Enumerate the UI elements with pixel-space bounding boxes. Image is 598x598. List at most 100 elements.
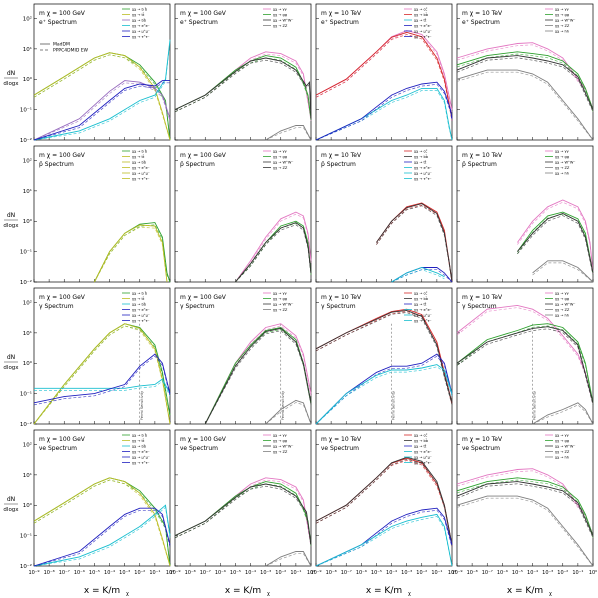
series-line [315,31,453,119]
series-line [33,39,171,141]
legend-entry: χχ → gg [555,439,569,443]
legend-entry: χχ → e⁺e⁻ [414,308,432,312]
series-line [315,309,453,403]
y-axis-label-denominator: dlogx [3,507,19,513]
legend-entry: χχ → bb̄ [414,296,429,301]
y-axis-label-numerator: dN [7,212,15,219]
series-line [456,477,594,536]
series-line-dashed [532,262,594,283]
series-line-dashed [265,402,312,425]
legend-entry: χχ → b b̄ [132,291,148,296]
legend-entry: χχ → μ⁺μ⁻ [132,172,150,176]
legend-entry: χχ → τ⁺τ⁻ [414,177,432,181]
x-tick-label: 10⁻⁷ [482,570,493,576]
panel-spectrum-label: νe Spectrum [39,445,77,452]
panel-r2-c2: Fermi Sensitivity m χ = 10 TeV γ Spectrum χ… [315,287,453,425]
x-axis-label-subscript: χ [126,591,129,597]
legend-entry: χχ → e⁺e⁻ [414,24,432,28]
series-line-dashed [456,483,594,538]
y-tick-label: 10¹ [23,188,32,195]
legend-entry: χχ → cc̄ [414,434,428,438]
panel-r0-c0: 10⁻² 10⁻¹ 10⁰ 10¹ 10² m χ = 100 GeV e⁺ Spectru… [20,3,171,144]
x-tick-label: 10⁰ [166,570,174,576]
legend-entry: χχ → ZZ [555,450,570,454]
x-tick-label: 10⁻⁹ [169,570,180,576]
y-tick-label: 10² [23,299,32,306]
y-axis-label-numerator: dN [7,496,15,503]
series-line-dashed [456,497,594,567]
series-line-dashed [235,213,312,283]
series-line-dashed [456,307,594,405]
panel-r3-c2: 10⁻⁹ 10⁻⁸ 10⁻⁷ 10⁻⁶ 10⁻⁵ 10⁻⁴ 10⁻³ 10⁻² 10⁻¹ 10⁰ m… [310,429,456,576]
series-line [456,51,594,110]
series-line-dashed [391,269,453,283]
legend-entry: χχ → gg [273,297,287,301]
panel-mass-label: m χ = 10 TeV [321,294,362,301]
y-axis-label-numerator: dN [7,354,15,361]
legend-entry: χχ → W⁺W⁻ [273,161,293,165]
x-axis-label: x = K/m [84,586,120,596]
x-tick-label: 10⁻³ [260,570,271,576]
legend-entry: χχ → τ⁺τ⁻ [132,319,150,323]
y-axis-label-numerator: dN [7,70,15,77]
series-line [174,55,312,119]
x-tick-label: 10⁻⁴ [527,570,538,576]
legend-entry: χχ → μ⁺μ⁻ [132,30,150,34]
series-line-dashed [315,459,453,547]
series-line-dashed [456,328,594,405]
legend-entry: χχ → tt̄ [414,18,427,23]
legend-entry: χχ → e⁺e⁻ [414,450,432,454]
legend-entry: χχ → ZZ [555,24,570,28]
series-line-dashed [315,312,453,405]
series-line [376,203,453,283]
x-axis-label: x = K/m [225,586,261,596]
panel-spectrum-label: p̄ Spectrum [462,161,497,168]
series-line [174,481,312,545]
series-line-dashed [33,325,171,425]
series-line [517,199,594,273]
y-tick-label: 10⁻¹ [20,391,32,398]
series-line-dashed [33,54,171,141]
series-line [235,211,312,283]
y-tick-label: 10¹ [23,46,32,53]
panel-mass-label: m χ = 10 TeV [462,294,503,301]
legend-entry: χχ → γγ [273,150,288,154]
panel-frame [174,3,312,141]
y-tick-label: 10⁻² [20,279,32,286]
series-line [456,55,594,110]
panel-mass-label: m χ = 100 GeV [39,294,86,301]
x-tick-label: 10⁰ [307,570,315,576]
x-tick-label: 10⁰ [448,570,456,576]
y-tick-label: 10² [23,15,32,22]
panel-spectrum-label: e⁺ Spectrum [321,19,359,26]
panel-spectrum-label: νe Spectrum [462,445,500,452]
x-tick-label: 10⁻⁵ [512,570,523,576]
x-tick-label: 10⁻⁸ [185,570,196,576]
series-line-dashed [33,479,171,567]
series-line-dashed [265,553,312,567]
series-line-dashed [456,71,594,141]
series-line-dashed [204,330,312,425]
legend-entry: χχ → γγ [555,150,570,154]
series-line-dashed [376,205,453,283]
x-tick-label: 10⁻⁶ [356,570,367,576]
y-axis-label-denominator: dlogx [3,365,19,371]
series-line [532,402,594,425]
y-tick-label: 10⁰ [23,360,33,367]
legend-entry: χχ → W⁺W⁻ [555,19,575,23]
legend-entry: χχ → τ⁺τ⁻ [132,35,150,39]
x-tick-label: 10⁻⁵ [230,570,241,576]
legend-entry: χχ → W⁺W⁻ [273,19,293,23]
series-line-dashed [456,57,594,112]
series-line-dashed [315,83,453,141]
x-tick-label: 10⁻⁷ [341,570,352,576]
y-tick-label: 10² [23,157,32,164]
legend-entry: χχ → μ⁺μ⁻ [132,314,150,318]
series-line-dashed [33,506,171,567]
series-line-dashed [265,127,312,141]
panel-frame [33,145,171,283]
legend-entry: χχ → ZZ [555,166,570,170]
